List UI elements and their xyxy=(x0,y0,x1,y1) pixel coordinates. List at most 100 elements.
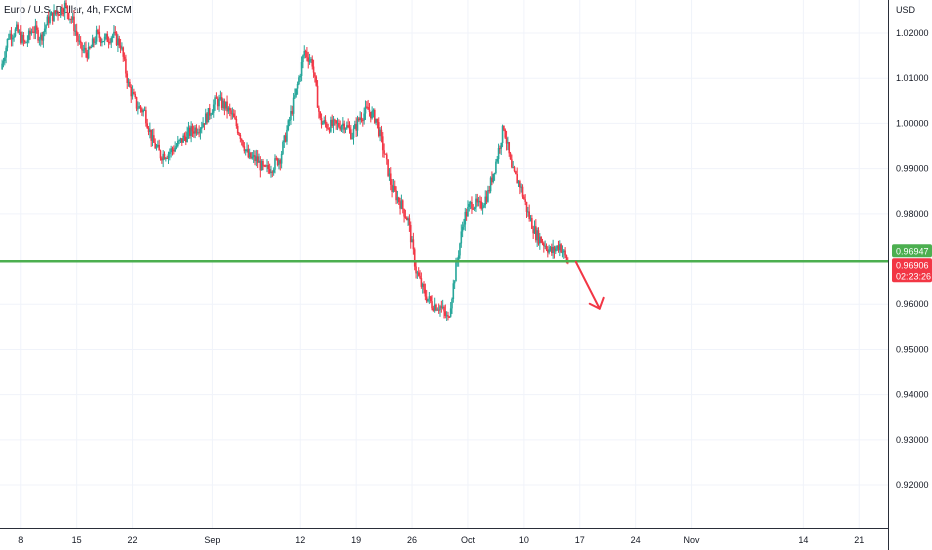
y-tick-label: 0.99000 xyxy=(896,164,929,174)
candle-body xyxy=(511,159,513,168)
candle-body xyxy=(215,97,218,99)
candle-body xyxy=(155,146,158,149)
candle-body xyxy=(61,7,63,14)
candle-body xyxy=(169,152,171,154)
candle-body xyxy=(327,128,330,130)
time-axis[interactable]: 8 15 22 Sep 12 19 26 Oct 10 17 24 Nov 14 21 xyxy=(0,528,888,546)
candle-body xyxy=(419,275,421,279)
candle-body xyxy=(145,110,147,124)
candle-body xyxy=(492,173,495,183)
candle-body xyxy=(171,148,174,150)
candle-body xyxy=(50,12,53,16)
candle-body xyxy=(324,120,327,124)
candle-body xyxy=(271,171,274,173)
candle-body xyxy=(106,33,109,42)
candle-body xyxy=(328,128,331,132)
candle-body xyxy=(429,296,432,302)
candle-body xyxy=(303,51,306,56)
candle-body xyxy=(130,86,133,97)
candle-body xyxy=(26,40,29,43)
candle-body xyxy=(236,126,239,134)
candle-body xyxy=(468,203,471,207)
candle-body xyxy=(62,13,65,15)
candle-body xyxy=(496,159,499,162)
candle-body xyxy=(208,108,211,116)
candle-body xyxy=(234,117,236,120)
y-tick-label: 0.95000 xyxy=(896,344,929,354)
candle-body xyxy=(500,143,503,149)
candle-body xyxy=(264,165,267,167)
candle-body xyxy=(507,142,509,144)
candle-body xyxy=(404,216,407,218)
candle-body xyxy=(540,236,542,243)
candle-body xyxy=(554,248,557,252)
candle-body xyxy=(110,37,113,43)
candle-body xyxy=(401,200,404,209)
candle-body xyxy=(18,31,21,33)
candle-body xyxy=(476,198,479,203)
candles-layer xyxy=(1,0,569,321)
y-tick-label: 0.93000 xyxy=(896,435,929,445)
price-axis[interactable]: USD 1.02000 1.01000 1.00000 0.99000 0.98000 0.… xyxy=(888,0,932,550)
candle-body xyxy=(226,101,228,112)
candle-body xyxy=(346,125,348,129)
candle-body xyxy=(53,10,55,21)
x-tick-label: 24 xyxy=(631,535,641,545)
candle-body xyxy=(347,125,349,128)
level-price-tag xyxy=(892,244,932,258)
candle-body xyxy=(449,308,452,317)
candle-body xyxy=(45,25,47,29)
level-price-text: 0.96947 xyxy=(896,246,929,256)
candle-body xyxy=(139,106,142,110)
candle-body xyxy=(547,249,549,253)
candle-body xyxy=(512,167,515,169)
candle-body xyxy=(196,132,199,134)
candle-body xyxy=(114,31,117,33)
candle-body xyxy=(488,190,491,192)
candle-body xyxy=(340,126,343,130)
candle-body xyxy=(471,202,473,209)
overlays-layer xyxy=(0,260,888,310)
candle-body xyxy=(198,132,200,134)
candle-body xyxy=(336,123,339,125)
candle-body xyxy=(103,36,106,42)
candle-body xyxy=(531,218,533,229)
candle-body xyxy=(31,31,34,33)
candle-body xyxy=(203,123,206,125)
candle-body xyxy=(392,185,395,192)
candle-body xyxy=(33,31,35,33)
candle-body xyxy=(549,246,552,250)
candle-body xyxy=(421,284,424,287)
candle-body xyxy=(326,123,328,129)
candle-body xyxy=(210,114,212,116)
candle-body xyxy=(238,133,240,135)
candle-body xyxy=(246,149,248,151)
candle-body xyxy=(54,10,57,14)
candle-body xyxy=(331,119,334,126)
candle-body xyxy=(364,106,367,114)
candle-body xyxy=(368,109,371,112)
candle-body xyxy=(508,142,511,154)
candle-body xyxy=(363,113,365,121)
candle-body xyxy=(218,99,220,107)
candle-body xyxy=(47,16,50,23)
countdown-text: 02:23:26 xyxy=(896,271,931,281)
candle-body xyxy=(381,136,384,151)
candle-body xyxy=(173,149,175,152)
candle-body xyxy=(255,156,258,162)
candle-body xyxy=(184,137,187,142)
candle-body xyxy=(405,217,408,221)
candle-body xyxy=(188,127,191,136)
candle-body xyxy=(323,120,326,123)
candle-body xyxy=(149,129,151,133)
candle-body xyxy=(319,111,322,118)
candle-body xyxy=(165,158,167,160)
candle-body xyxy=(25,42,27,44)
candle-body xyxy=(154,142,156,149)
candle-body xyxy=(483,205,485,208)
candle-body xyxy=(332,119,335,126)
candle-body xyxy=(49,15,51,23)
candle-body xyxy=(294,95,296,98)
candle-body xyxy=(455,262,457,282)
